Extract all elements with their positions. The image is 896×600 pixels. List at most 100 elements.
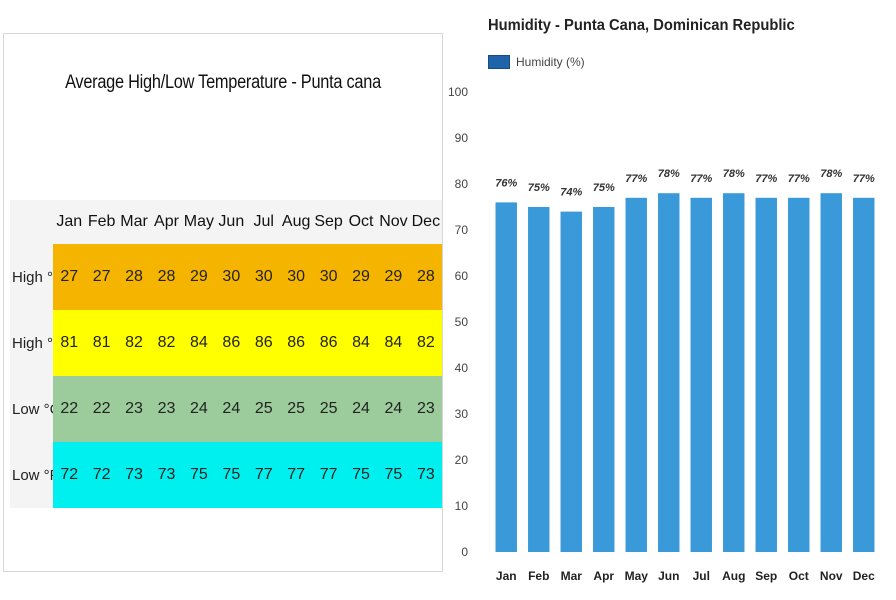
month-header-mar: Mar [120,213,148,230]
humidity-legend: Humidity (%) [488,55,585,69]
table-row: Low °F 72 72 73 73 75 75 77 77 77 75 75 73 [10,442,442,508]
table-cell: 75 [352,466,370,483]
table-cell: 29 [190,268,208,285]
bar-label-nov: 78% [820,168,842,180]
legend-swatch [488,55,510,69]
humidity-bar-chart: 0 10 20 30 40 50 60 70 80 90 100 76% Jan 75% Feb 74% Mar… [448,85,875,583]
month-header-may: May [183,213,215,230]
table-cell: 75 [384,466,403,483]
bar-label-jan: 76% [495,177,517,189]
table-cell: 30 [287,268,306,285]
table-cell: 30 [222,268,241,285]
x-tick-label-nov: Nov [820,569,843,583]
month-header-apr: Apr [154,213,179,230]
row-cells: 27 27 28 28 29 30 30 30 30 29 29 28 [53,244,442,310]
table-cell: 23 [416,400,435,417]
y-tick-label-0: 0 [461,545,468,559]
month-header-cells: Jan Feb Mar Apr May Jun Jul Aug Sep Oct Nov Dec [53,200,442,244]
table-cell: 86 [319,334,338,351]
bar-dec [853,197,875,553]
bar-label-oct: 77% [788,173,810,185]
y-tick-label-20: 20 [455,453,469,467]
table-cell: 86 [287,334,306,351]
x-tick-label-may: May [625,569,649,583]
table-cell: 23 [125,400,143,417]
x-tick-label-jun: Jun [658,569,679,583]
y-tick-label-70: 70 [455,223,469,237]
row-label: High °C [10,244,64,310]
table-cell: 73 [125,466,143,483]
table-cell: 22 [92,400,111,417]
x-tick-label-jan: Jan [496,569,517,583]
bar-aug [723,193,745,552]
table-cell: 77 [287,466,306,483]
header-corner [10,200,53,244]
table-cell: 25 [287,400,306,417]
bar-jan [495,202,517,552]
table-cell: 29 [352,268,370,285]
x-tick-label-sep: Sep [755,569,777,583]
bar-jun [658,193,680,552]
month-header-oct: Oct [348,213,374,230]
temperature-panel: Average High/Low Temperature - Punta can… [3,33,443,572]
x-tick-label-feb: Feb [528,569,549,583]
table-cell: 72 [92,466,111,483]
bar-label-apr: 75% [593,182,615,194]
bar-label-aug: 78% [723,168,745,180]
y-tick-label-10: 10 [455,499,469,513]
table-cell: 23 [157,400,176,417]
table-cell: 30 [254,268,273,285]
table-row: High °F 81 81 82 82 84 86 86 86 86 84 84 82 [10,310,442,376]
bar-mar [560,211,582,552]
table-row: High °C 27 27 28 28 29 30 30 30 30 29 29 28 [10,244,442,310]
table-cell: 27 [92,268,111,285]
month-header-feb: Feb [87,213,116,230]
table-cell: 75 [190,466,208,483]
table-header-row: Jan Feb Mar Apr May Jun Jul Aug Sep Oct Nov Dec [10,200,442,244]
y-tick-label-30: 30 [455,407,469,421]
table-cell: 29 [384,268,403,285]
bar-label-sep: 77% [755,173,777,185]
y-tick-label-90: 90 [455,131,469,145]
bar-nov [820,193,842,552]
table-cell: 24 [352,400,370,417]
table-cell: 28 [125,268,143,285]
table-cell: 30 [319,268,338,285]
table-cell: 82 [125,334,143,351]
month-header-nov: Nov [379,213,408,230]
month-header-jan: Jan [56,213,83,230]
table-cell: 28 [416,268,435,285]
table-cell: 77 [319,466,338,483]
table-cell: 84 [190,334,208,351]
bar-may [625,197,647,553]
legend-label: Humidity (%) [516,55,585,69]
temperature-rows: High °C 27 27 28 28 29 30 30 30 30 29 29 28 High °F 81… [10,244,442,508]
humidity-chart-title: Humidity - Punta Cana, Dominican Republi… [488,17,795,34]
table-cell: 86 [254,334,273,351]
table-cell: 81 [60,334,79,351]
month-header-jun: Jun [218,213,245,230]
table-cell: 84 [384,334,403,351]
y-tick-label-80: 80 [455,177,469,191]
x-tick-label-mar: Mar [561,569,583,583]
row-label: High °F [10,310,62,376]
x-tick-label-dec: Dec [853,569,875,583]
y-tick-label-50: 50 [455,315,469,329]
table-row: Low °C 22 22 23 23 24 24 25 25 25 24 24 23 [10,376,442,442]
month-header-sep: Sep [314,213,343,230]
bar-feb [528,207,550,552]
table-cell: 24 [384,400,403,417]
table-cell: 81 [92,334,111,351]
y-tick-label-60: 60 [455,269,469,283]
table-cell: 73 [416,466,435,483]
table-cell: 84 [352,334,370,351]
table-cell: 24 [190,400,208,417]
row-cells: 81 81 82 82 84 86 86 86 86 84 84 82 [53,310,442,376]
table-cell: 24 [222,400,241,417]
bar-label-feb: 75% [528,182,550,194]
table-cell: 73 [157,466,176,483]
y-tick-label-100: 100 [448,85,468,99]
row-cells: 22 22 23 23 24 24 25 25 25 24 24 23 [53,376,442,442]
table-cell: 86 [222,334,241,351]
row-label: Low °F [10,442,59,508]
